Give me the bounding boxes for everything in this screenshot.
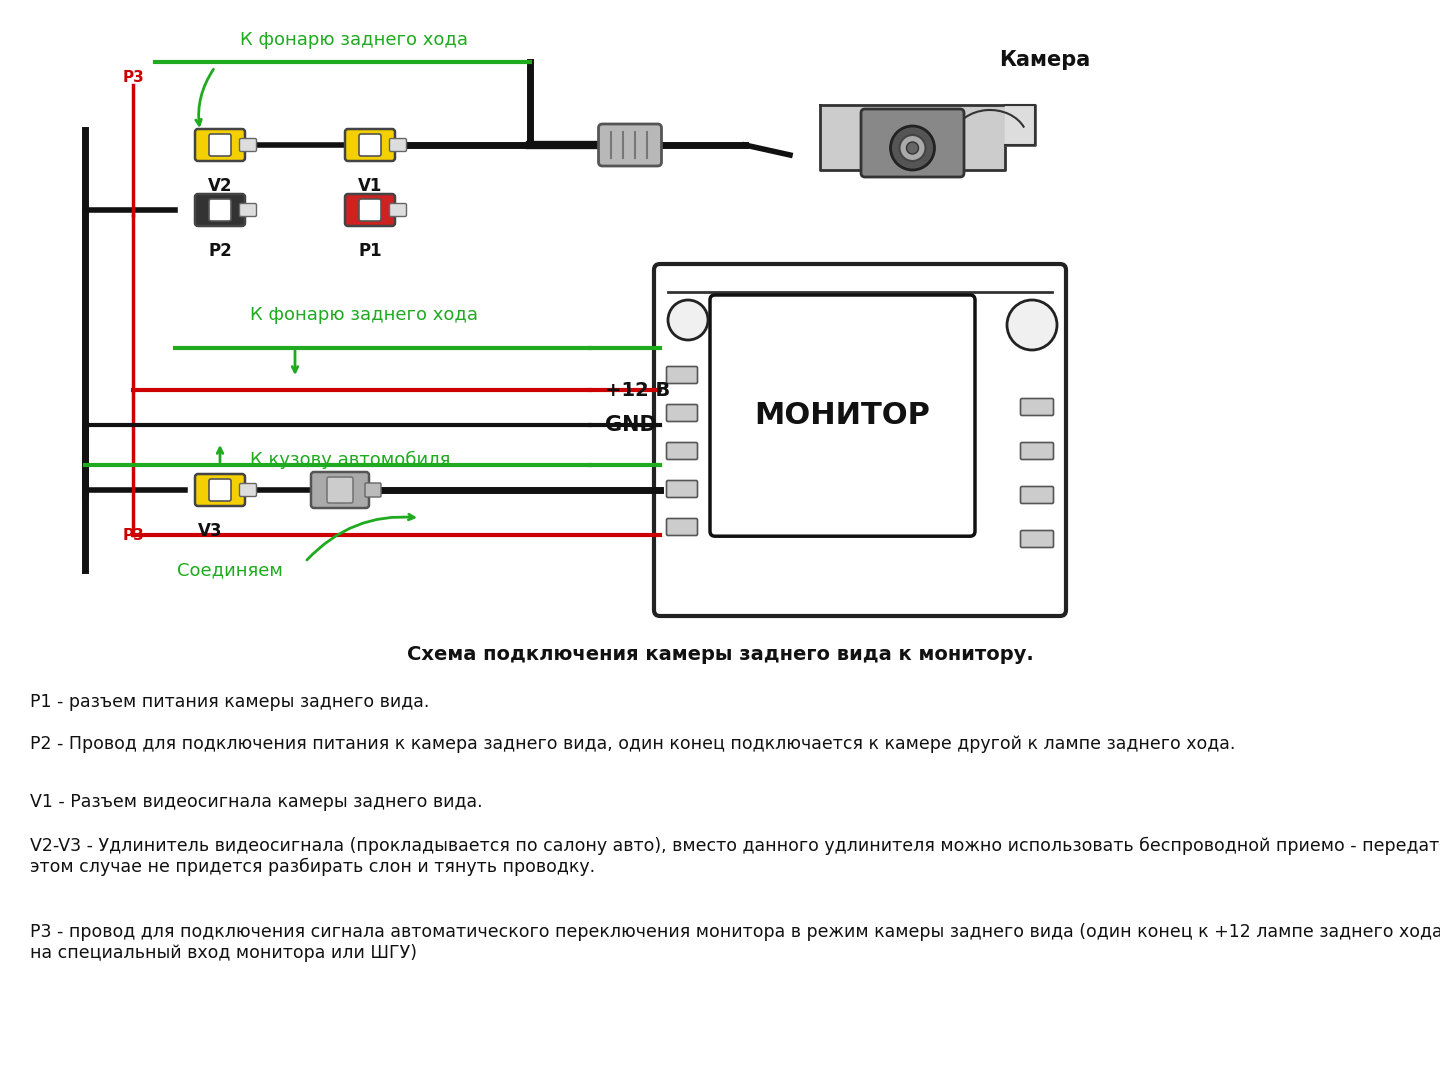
Text: V2: V2: [207, 177, 232, 195]
FancyBboxPatch shape: [667, 404, 697, 421]
Text: V1 - Разъем видеосигнала камеры заднего вида.: V1 - Разъем видеосигнала камеры заднего …: [30, 793, 482, 812]
FancyBboxPatch shape: [1021, 531, 1054, 548]
Text: V2-V3 - Удлинитель видеосигнала (прокладывается по салону авто), вместо данного : V2-V3 - Удлинитель видеосигнала (проклад…: [30, 837, 1440, 876]
FancyBboxPatch shape: [239, 138, 256, 151]
FancyBboxPatch shape: [359, 134, 382, 157]
FancyBboxPatch shape: [239, 483, 256, 496]
Text: К фонарю заднего хода: К фонарю заднего хода: [251, 306, 478, 324]
FancyBboxPatch shape: [359, 199, 382, 221]
FancyBboxPatch shape: [209, 199, 230, 221]
Circle shape: [907, 142, 919, 154]
Text: P2 - Провод для подключения питания к камера заднего вида, один конец подключает: P2 - Провод для подключения питания к ка…: [30, 735, 1236, 753]
FancyBboxPatch shape: [1021, 487, 1054, 504]
FancyBboxPatch shape: [194, 194, 245, 226]
FancyBboxPatch shape: [327, 477, 353, 503]
FancyBboxPatch shape: [389, 138, 406, 151]
FancyBboxPatch shape: [599, 124, 661, 166]
Text: К кузову автомобиля: К кузову автомобиля: [251, 451, 451, 470]
Text: P1 - разъем питания камеры заднего вида.: P1 - разъем питания камеры заднего вида.: [30, 693, 429, 711]
Text: Схема подключения камеры заднего вида к монитору.: Схема подключения камеры заднего вида к …: [406, 645, 1034, 664]
Text: Соединяем: Соединяем: [177, 561, 282, 579]
FancyBboxPatch shape: [667, 519, 697, 536]
Text: P1: P1: [359, 242, 382, 260]
FancyBboxPatch shape: [209, 479, 230, 501]
FancyBboxPatch shape: [239, 204, 256, 217]
Text: GND: GND: [605, 415, 657, 435]
Text: +12 В: +12 В: [605, 381, 670, 400]
Text: МОНИТОР: МОНИТОР: [755, 401, 930, 430]
Circle shape: [890, 126, 935, 170]
Text: Камера: Камера: [999, 50, 1090, 70]
FancyBboxPatch shape: [667, 443, 697, 460]
FancyBboxPatch shape: [346, 129, 395, 161]
FancyBboxPatch shape: [209, 134, 230, 157]
Text: V3: V3: [197, 522, 222, 540]
FancyBboxPatch shape: [194, 474, 245, 506]
FancyBboxPatch shape: [364, 483, 382, 497]
FancyBboxPatch shape: [1021, 399, 1054, 416]
FancyBboxPatch shape: [654, 264, 1066, 616]
FancyBboxPatch shape: [311, 472, 369, 508]
Circle shape: [1007, 300, 1057, 349]
Text: P2: P2: [209, 242, 232, 260]
Polygon shape: [1005, 105, 1035, 145]
Polygon shape: [819, 105, 1035, 170]
Circle shape: [900, 135, 926, 161]
Text: P3: P3: [122, 71, 144, 86]
Text: V1: V1: [357, 177, 382, 195]
FancyBboxPatch shape: [667, 367, 697, 384]
FancyBboxPatch shape: [194, 129, 245, 161]
FancyBboxPatch shape: [389, 204, 406, 217]
Circle shape: [668, 300, 708, 340]
Text: К фонарю заднего хода: К фонарю заднего хода: [240, 31, 468, 49]
Text: P3: P3: [122, 527, 144, 542]
Text: Р3 - провод для подключения сигнала автоматического переключения монитора в режи: Р3 - провод для подключения сигнала авто…: [30, 923, 1440, 962]
FancyBboxPatch shape: [710, 295, 975, 536]
FancyBboxPatch shape: [346, 194, 395, 226]
FancyBboxPatch shape: [667, 480, 697, 497]
FancyBboxPatch shape: [1021, 443, 1054, 460]
FancyBboxPatch shape: [861, 109, 963, 177]
